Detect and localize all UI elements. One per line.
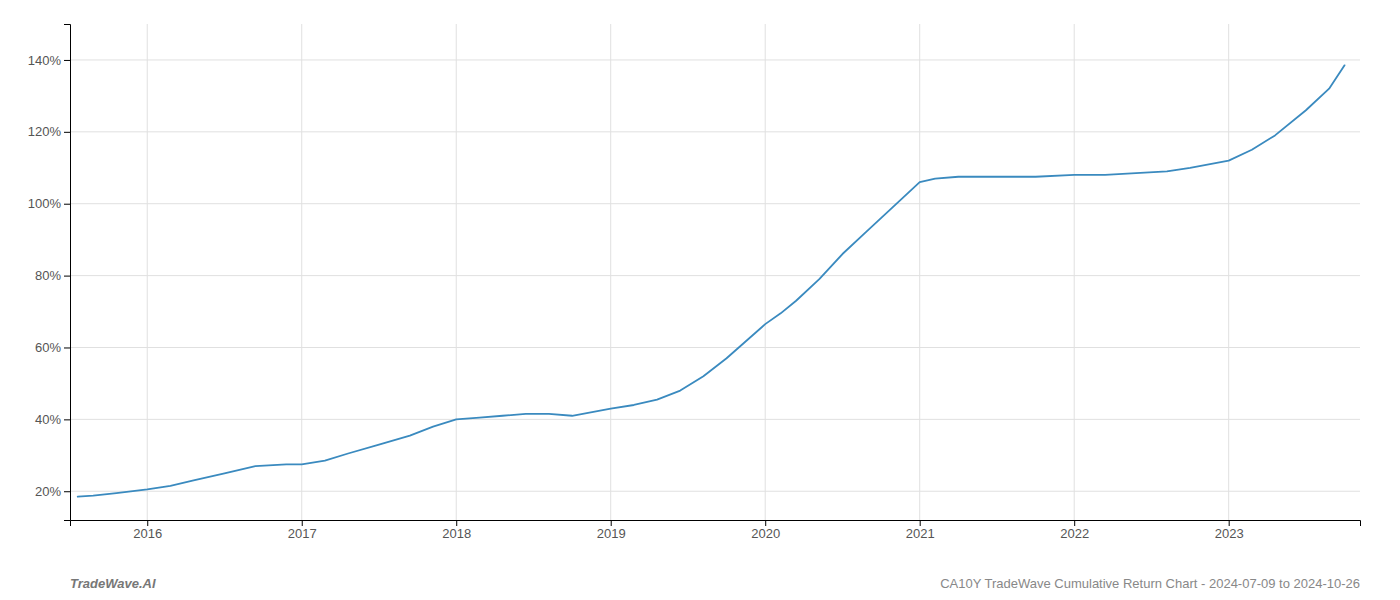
x-tick-label: 2019 xyxy=(597,526,626,541)
grid-line-x xyxy=(1228,24,1229,520)
grid-line-y xyxy=(70,275,1360,276)
y-tick: 140% xyxy=(28,53,70,68)
grid-line-x xyxy=(301,24,302,520)
title: CA10Y TradeWave Cumulative Return Chart … xyxy=(940,576,1360,591)
grid-line-x xyxy=(919,24,920,520)
grid-line-y xyxy=(70,59,1360,60)
grid-line-y xyxy=(70,491,1360,492)
x-tick-label: 2018 xyxy=(442,526,471,541)
y-tick: 60% xyxy=(35,340,70,355)
y-tick-label: 80% xyxy=(35,268,61,283)
y-tick: 80% xyxy=(35,268,70,283)
y-tick-label: 60% xyxy=(35,340,61,355)
line xyxy=(78,65,1345,496)
y-tick-mark xyxy=(64,276,70,277)
grid-line-y xyxy=(70,347,1360,348)
grid-line-y xyxy=(70,419,1360,420)
y-axis-line xyxy=(64,25,71,521)
grid-line-y xyxy=(70,203,1360,204)
y-tick-label: 40% xyxy=(35,412,61,427)
grid xyxy=(70,24,1360,520)
x-tick-label: 2023 xyxy=(1215,526,1244,541)
grid-line-x xyxy=(765,24,766,520)
grid-line-y xyxy=(70,131,1360,132)
x-tick-mark xyxy=(611,520,612,526)
x-tick-mark xyxy=(1074,520,1075,526)
y-tick-label: 20% xyxy=(35,484,61,499)
x-tick-label: 2016 xyxy=(133,526,162,541)
y-tick-mark xyxy=(64,491,70,492)
grid-line-x xyxy=(1074,24,1075,520)
x-tick-label: 2022 xyxy=(1060,526,1089,541)
y-tick-label: 120% xyxy=(28,124,62,139)
x-tick-label: 2020 xyxy=(751,526,780,541)
x-tick-mark xyxy=(920,520,921,526)
y-tick: 120% xyxy=(28,124,70,139)
y-tick: 20% xyxy=(35,484,70,499)
y-tick-mark xyxy=(64,132,70,133)
x-tick: 2023 xyxy=(1215,520,1244,541)
x-tick-mark xyxy=(1229,520,1230,526)
x-tick-mark xyxy=(456,520,457,526)
marks xyxy=(78,65,1345,496)
x-tick: 2019 xyxy=(597,520,626,541)
y-tick-label: 140% xyxy=(28,53,62,68)
grid-line-x xyxy=(610,24,611,520)
y-tick-mark xyxy=(64,204,70,205)
y-tick-label: 100% xyxy=(28,196,62,211)
x-axis: 2016 2017 2018 2019 2020 2021 2022 2023 xyxy=(71,520,1361,541)
x-tick-mark xyxy=(302,520,303,526)
x-tick: 2021 xyxy=(906,520,935,541)
y-axis: 20% 40% 60% 80% 100% 120% 140% xyxy=(28,25,71,521)
x-tick: 2022 xyxy=(1060,520,1089,541)
x-tick: 2020 xyxy=(751,520,780,541)
x-tick-mark xyxy=(765,520,766,526)
x-axis-line xyxy=(71,521,1361,527)
x-tick: 2017 xyxy=(288,520,317,541)
chart: 2016 2017 2018 2019 2020 2021 2022 2023 20% 40% 60… xyxy=(0,0,1400,600)
y-tick-mark xyxy=(64,347,70,348)
x-tick-label: 2017 xyxy=(288,526,317,541)
plot: 2016 2017 2018 2019 2020 2021 2022 2023 20% 40% 60… xyxy=(28,24,1361,541)
grid-line-x xyxy=(147,24,148,520)
x-tick: 2016 xyxy=(133,520,162,541)
y-tick: 100% xyxy=(28,196,70,211)
y-tick-mark xyxy=(64,419,70,420)
x-tick: 2018 xyxy=(442,520,471,541)
y-tick: 40% xyxy=(35,412,70,427)
grid-line-x xyxy=(456,24,457,520)
footer-left: TradeWave.AI xyxy=(70,576,156,591)
x-tick-label: 2021 xyxy=(906,526,935,541)
y-tick-mark xyxy=(64,60,70,61)
x-tick-mark xyxy=(147,520,148,526)
texts: TradeWave.AI CA10Y TradeWave Cumulative R… xyxy=(70,576,1360,591)
